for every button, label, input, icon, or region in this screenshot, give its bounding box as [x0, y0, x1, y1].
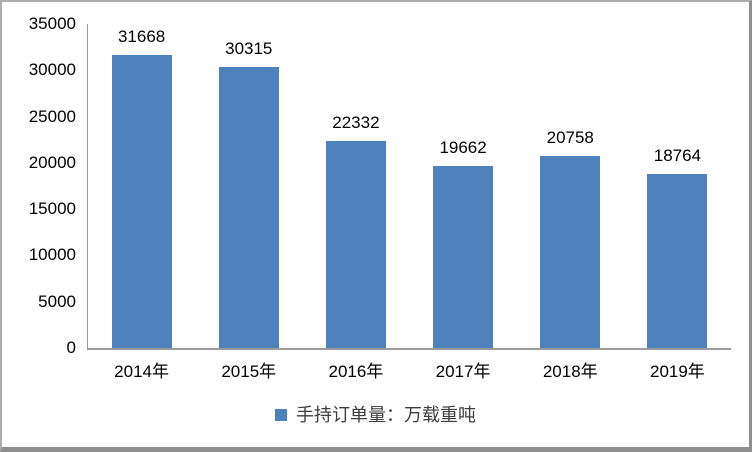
- y-axis-tick-label: 30000: [28, 60, 76, 80]
- legend-swatch-icon: [275, 409, 287, 421]
- bar: [218, 67, 279, 348]
- bar-value-label: 22332: [332, 113, 380, 132]
- bar-value-label: 30315: [225, 39, 273, 58]
- x-axis-tick-label: 2019年: [649, 362, 705, 381]
- x-axis-tick-label: 2014年: [114, 362, 169, 381]
- x-axis-tick-label: 2015年: [221, 362, 277, 381]
- bar: [433, 166, 494, 348]
- y-axis-tick-label: 5000: [38, 291, 76, 311]
- bar: [325, 141, 386, 348]
- y-axis-tick-label: 15000: [28, 199, 76, 219]
- bar: [540, 156, 601, 348]
- bar: [647, 174, 708, 348]
- y-axis-tick-label: 0: [66, 338, 76, 357]
- bar: [111, 55, 172, 348]
- x-axis-tick-label: 2018年: [542, 362, 598, 381]
- bar-value-label: 18764: [653, 146, 702, 165]
- y-axis-tick-label: 25000: [28, 106, 76, 126]
- legend-label: 手持订单量：万载重吨: [296, 405, 476, 425]
- y-axis-tick-label: 35000: [28, 14, 76, 33]
- x-axis-tick-label: 2016年: [328, 362, 384, 381]
- bar-value-label: 20758: [546, 128, 594, 147]
- bar-value-label: 19662: [439, 138, 487, 157]
- y-axis-tick-label: 20000: [28, 152, 76, 172]
- legend: 手持订单量：万载重吨: [2, 403, 749, 427]
- y-axis-tick-label: 10000: [28, 245, 76, 265]
- bar-value-label: 31668: [117, 27, 166, 46]
- x-axis-tick-label: 2017年: [435, 362, 491, 381]
- plot-area: 31668 2014年 30315 2015年 22332 2016年 19662 2017年…: [87, 24, 731, 381]
- y-axis: 0 5000 10000 15000 20000 25000 30000 35000: [2, 14, 76, 357]
